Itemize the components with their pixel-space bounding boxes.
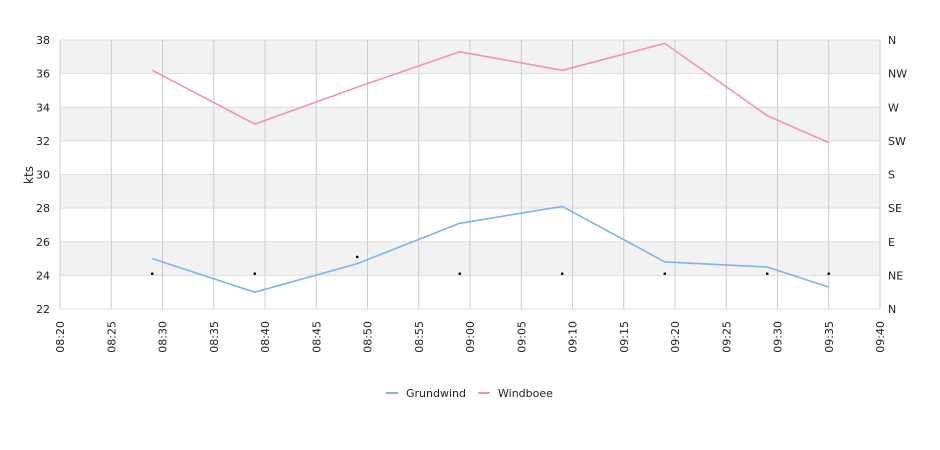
- direction-marker: [827, 272, 831, 275]
- y-axis-title: kts: [22, 166, 36, 184]
- y2-axis-ticks: N NE E SE S SW W NW N: [888, 34, 907, 316]
- x-tick-label: 09:20: [669, 321, 682, 353]
- y-tick-label: 24: [36, 269, 50, 282]
- y2-tick-label: N: [888, 303, 896, 316]
- y-tick-label: 26: [36, 236, 50, 249]
- y2-tick-label: E: [888, 236, 895, 249]
- y2-tick-label: NW: [888, 68, 907, 81]
- y-tick-label: 34: [36, 101, 50, 114]
- x-tick-label: 08:30: [157, 321, 170, 353]
- x-tick-label: 08:20: [54, 321, 67, 353]
- y-tick-label: 36: [36, 68, 50, 81]
- direction-marker: [150, 272, 154, 275]
- x-tick-label: 09:15: [618, 321, 631, 353]
- x-tick-label: 08:40: [259, 321, 272, 353]
- x-tick-label: 08:35: [208, 321, 221, 353]
- direction-markers: [150, 255, 831, 275]
- x-tick-label: 08:50: [362, 321, 375, 353]
- horizontal-gridlines: [60, 39, 880, 310]
- y-tick-label: 32: [36, 135, 50, 148]
- x-tick-label: 08:25: [105, 321, 118, 353]
- direction-marker: [355, 255, 359, 259]
- x-axis-ticks: 08:20 08:25 08:30 08:35 08:40 08:45 08:50 08:55…: [54, 321, 887, 353]
- direction-marker: [253, 272, 257, 275]
- y2-tick-label: N: [888, 34, 896, 47]
- x-tick-label: 08:55: [413, 321, 426, 353]
- legend-item: Grundwind: [386, 387, 466, 400]
- x-tick-label: 09:30: [772, 321, 785, 353]
- direction-marker: [765, 272, 769, 275]
- x-tick-label: 09:35: [823, 321, 836, 353]
- series-line-windboee: [151, 42, 830, 144]
- legend: Grundwind Windboee: [386, 387, 553, 400]
- series-lines: [151, 42, 830, 294]
- y-tick-label: 22: [36, 303, 50, 316]
- y-tick-label: 38: [36, 34, 50, 47]
- series-line-grundwind: [152, 205, 830, 294]
- y-tick-label: 30: [36, 169, 50, 182]
- y-axis-ticks: 22 24 26 28 30 32 34 36 38: [36, 34, 50, 316]
- y2-tick-label: S: [888, 169, 895, 182]
- direction-marker: [560, 272, 564, 275]
- x-tick-label: 09:05: [515, 321, 528, 353]
- x-tick-label: 09:25: [720, 321, 733, 353]
- y2-tick-label: W: [888, 101, 899, 114]
- x-tick-label: 08:45: [310, 321, 323, 353]
- y2-tick-label: NE: [888, 269, 903, 282]
- legend-label: Windboee: [498, 387, 553, 400]
- x-tick-label: 09:00: [464, 321, 477, 353]
- y2-tick-label: SW: [888, 135, 906, 148]
- x-tick-label: 09:40: [874, 321, 887, 353]
- legend-label: Grundwind: [406, 387, 466, 400]
- legend-item: Windboee: [478, 387, 553, 400]
- y2-tick-label: SE: [888, 202, 902, 215]
- direction-marker: [663, 272, 667, 275]
- x-tick-label: 09:10: [567, 321, 580, 353]
- direction-marker: [458, 272, 462, 275]
- y-tick-label: 28: [36, 202, 50, 215]
